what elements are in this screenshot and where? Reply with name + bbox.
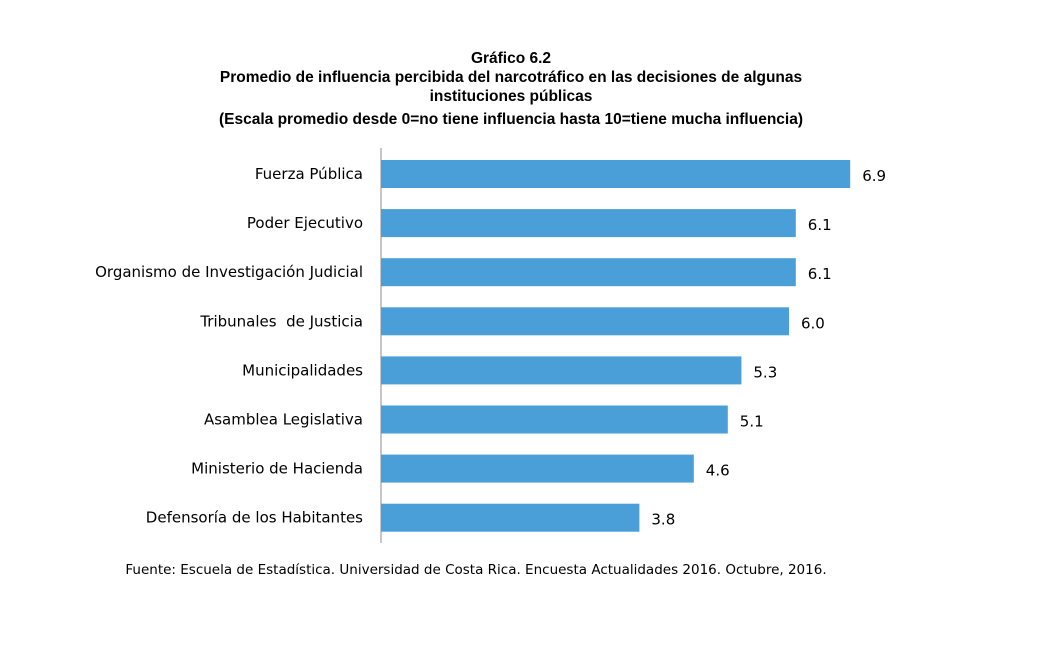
- bar-5: [381, 356, 742, 385]
- category-label-8: Defensoría de los Habitantes: [146, 509, 363, 527]
- chart-subtitle-line-3: (Escala promedio desde 0=no tiene influe…: [219, 111, 803, 128]
- chart-title: Gráfico 6.2: [471, 50, 551, 67]
- value-label-1: 6.9: [862, 167, 886, 185]
- bar-8: [381, 503, 640, 532]
- category-label-4: Tribunales de Justicia: [199, 312, 363, 330]
- value-label-4: 6.0: [801, 314, 825, 332]
- category-label-5: Municipalidades: [242, 361, 363, 379]
- category-label-7: Ministerio de Hacienda: [191, 460, 363, 478]
- category-label-2: Poder Ejecutivo: [247, 214, 363, 232]
- value-label-6: 5.1: [740, 413, 764, 431]
- chart-subtitle-line-2: instituciones públicas: [430, 88, 593, 105]
- bar-1: [381, 160, 851, 188]
- value-label-2: 6.1: [808, 216, 832, 234]
- category-label-1: Fuerza Pública: [255, 165, 363, 183]
- bar-2: [381, 209, 796, 238]
- chart-title-block: Gráfico 6.2 Promedio de influencia perci…: [219, 50, 803, 128]
- plot-area: Fuerza Pública 6.9 Poder Ejecutivo 6.1 Organ…: [95, 160, 886, 532]
- category-label-3: Organismo de Investigación Judicial: [95, 263, 363, 281]
- value-label-5: 5.3: [753, 363, 777, 381]
- bar-7: [381, 454, 694, 483]
- category-label-6: Asamblea Legislativa: [204, 411, 363, 429]
- source-note: Fuente: Escuela de Estadística. Universi…: [125, 562, 826, 578]
- bar-6: [381, 405, 728, 434]
- value-label-7: 4.6: [706, 462, 730, 480]
- bar-3: [381, 258, 796, 287]
- value-label-8: 3.8: [651, 511, 675, 529]
- chart-subtitle-line-1: Promedio de influencia percibida del nar…: [220, 69, 802, 86]
- bar-4: [381, 307, 789, 336]
- value-label-3: 6.1: [808, 265, 832, 283]
